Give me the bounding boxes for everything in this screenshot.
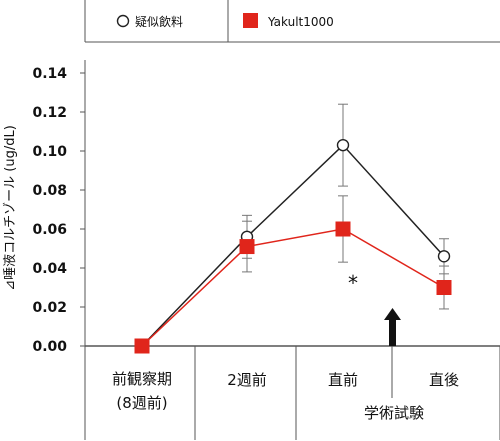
category-label: 直後: [429, 371, 459, 389]
y-tick-label: 0.02: [32, 300, 67, 316]
series-line-placebo: [141, 144, 445, 347]
data-point-placebo: [437, 250, 451, 263]
y-axis-title: ⊿唾液コルチゾール (ug/dL): [3, 125, 18, 291]
category-label: 2週前: [227, 371, 267, 389]
y-tick-label: 0.08: [32, 183, 67, 199]
series-line-yakult: [141, 228, 445, 347]
arrow-shaft: [389, 318, 396, 346]
group-label: 学術試験: [364, 404, 424, 422]
category-label: 前観察期: [112, 370, 172, 388]
y-tick-label: 0.10: [32, 144, 67, 160]
y-tick-label: 0.06: [32, 222, 67, 238]
data-point-yakult: [335, 221, 351, 237]
legend-marker-yakult: [243, 13, 258, 28]
y-tick-label: 0.12: [32, 105, 67, 121]
y-tick-label: 0.14: [32, 66, 67, 82]
data-point-placebo: [336, 138, 350, 152]
significance-asterisk: *: [348, 271, 358, 295]
data-point-yakult: [239, 239, 255, 255]
category-label: 直前: [328, 371, 358, 389]
arrow-head: [384, 308, 401, 320]
data-point-yakult: [436, 280, 452, 295]
legend-label-yakult: Yakult1000: [267, 15, 334, 29]
data-point-yakult: [134, 338, 150, 354]
legend-marker-placebo: [116, 14, 130, 28]
legend-label-placebo: 疑似飲料: [135, 14, 183, 29]
y-tick-label: 0.04: [32, 261, 67, 277]
category-label: (8週前): [116, 394, 167, 412]
y-tick-label: 0.00: [32, 339, 67, 355]
